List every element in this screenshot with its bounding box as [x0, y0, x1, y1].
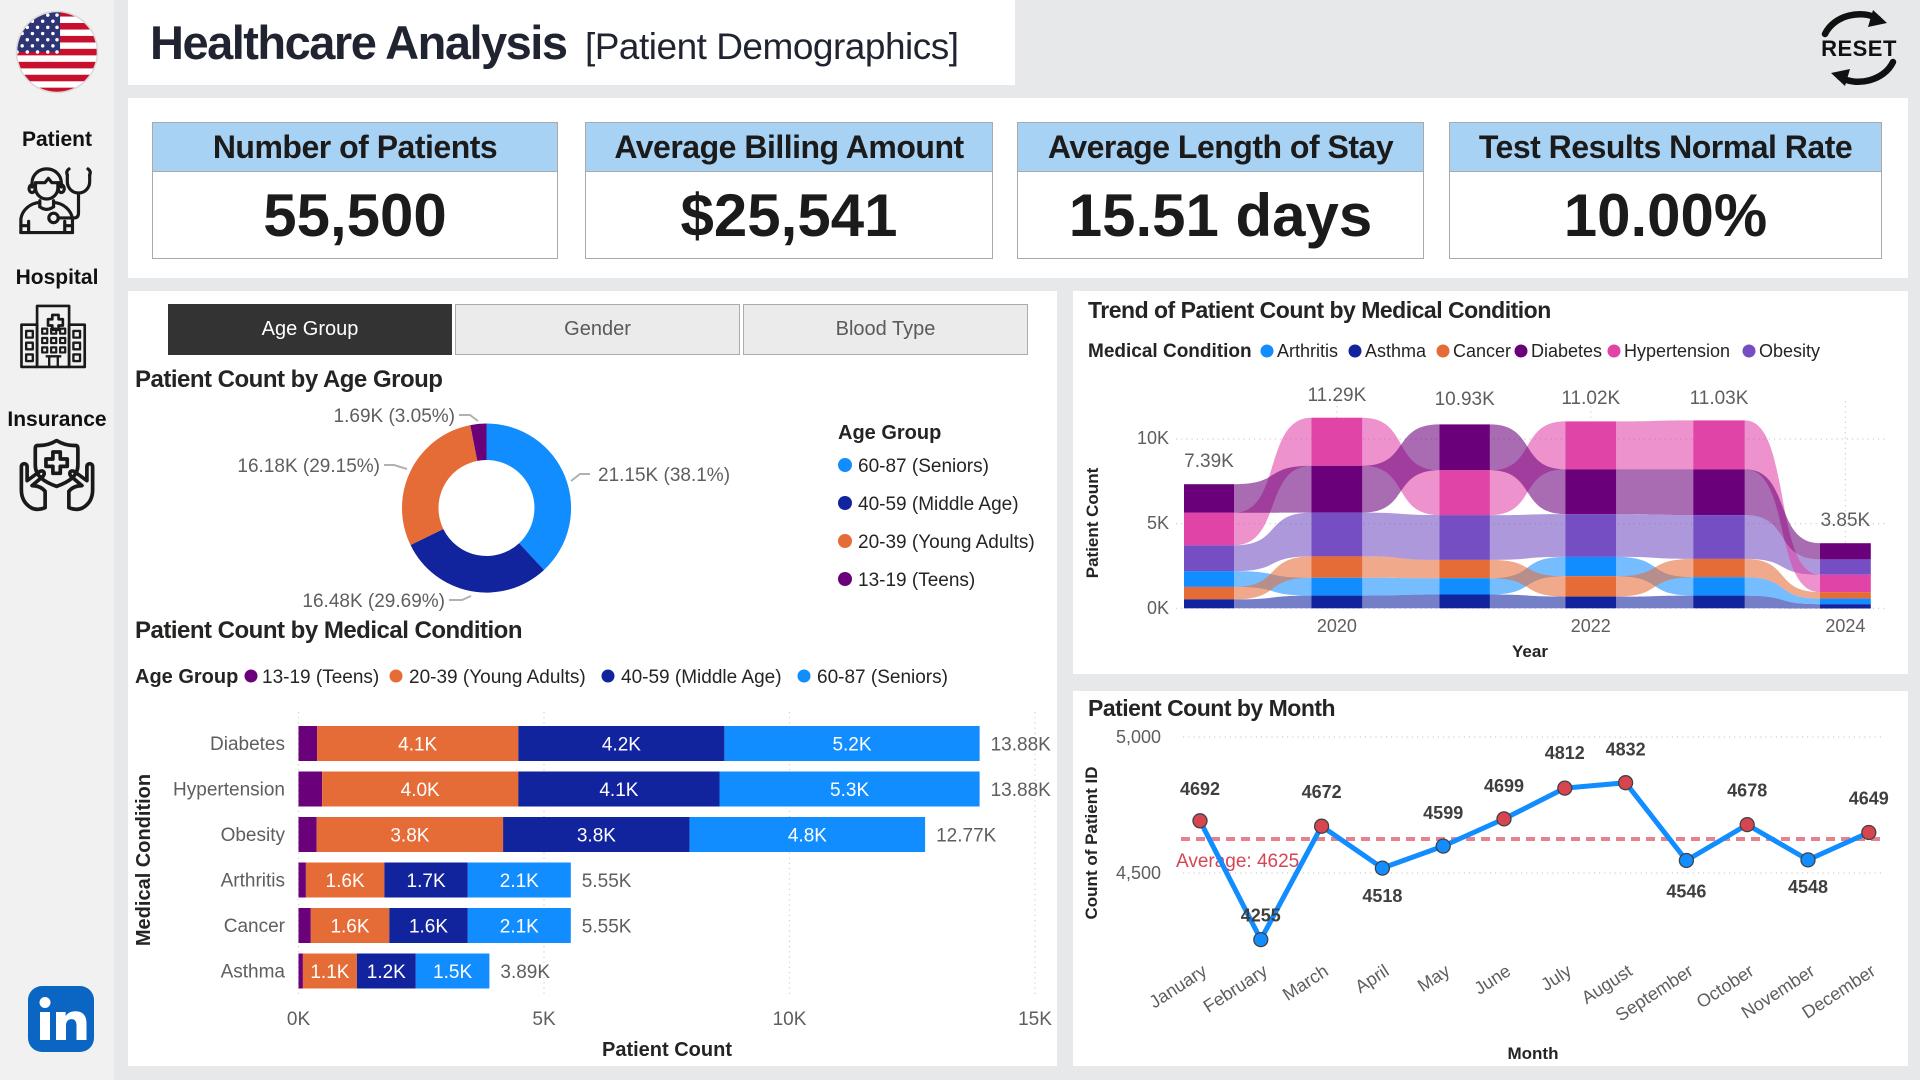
svg-text:7.39K: 7.39K	[1184, 451, 1234, 472]
svg-text:5.3K: 5.3K	[830, 780, 869, 801]
svg-text:0K: 0K	[287, 1009, 311, 1030]
svg-text:Hypertension: Hypertension	[173, 780, 285, 801]
svg-text:12.77K: 12.77K	[936, 826, 997, 847]
svg-text:5.55K: 5.55K	[582, 871, 632, 892]
svg-text:5.55K: 5.55K	[582, 917, 632, 938]
svg-text:Patient Count: Patient Count	[602, 1039, 732, 1061]
svg-text:0K: 0K	[1147, 598, 1169, 618]
svg-text:4649: 4649	[1849, 789, 1889, 809]
svg-text:1.1K: 1.1K	[310, 962, 349, 983]
svg-text:4.1K: 4.1K	[398, 735, 437, 756]
svg-text:15K: 15K	[1018, 1009, 1052, 1030]
svg-text:4.2K: 4.2K	[602, 735, 641, 756]
svg-text:Count of Patient ID: Count of Patient ID	[1082, 767, 1101, 920]
svg-text:1.7K: 1.7K	[407, 871, 446, 892]
svg-text:40-59 (Middle Age): 40-59 (Middle Age)	[621, 667, 782, 688]
svg-text:2020: 2020	[1317, 616, 1357, 636]
svg-text:Age Group: Age Group	[135, 666, 238, 688]
svg-text:4.1K: 4.1K	[599, 780, 638, 801]
svg-text:June: June	[1471, 961, 1515, 999]
svg-text:4832: 4832	[1606, 740, 1646, 760]
svg-text:5.2K: 5.2K	[832, 735, 871, 756]
svg-text:21.15K (38.1%): 21.15K (38.1%)	[598, 465, 730, 486]
svg-text:1.2K: 1.2K	[367, 962, 406, 983]
svg-text:Month: Month	[1508, 1044, 1559, 1063]
svg-text:4599: 4599	[1423, 803, 1463, 823]
svg-text:4255: 4255	[1241, 906, 1281, 926]
svg-text:Year: Year	[1512, 642, 1548, 661]
svg-text:3.8K: 3.8K	[577, 826, 616, 847]
svg-text:January: January	[1146, 961, 1211, 1013]
svg-text:4692: 4692	[1180, 779, 1220, 799]
svg-text:60-87 (Seniors): 60-87 (Seniors)	[817, 667, 948, 688]
svg-text:2.1K: 2.1K	[500, 917, 539, 938]
svg-text:13.88K: 13.88K	[991, 780, 1052, 801]
svg-text:4678: 4678	[1727, 781, 1767, 801]
svg-text:13.88K: 13.88K	[991, 735, 1052, 756]
svg-text:11.03K: 11.03K	[1690, 388, 1749, 409]
svg-text:4,500: 4,500	[1116, 863, 1161, 883]
svg-text:4546: 4546	[1666, 882, 1706, 902]
svg-text:20-39 (Young Adults): 20-39 (Young Adults)	[858, 532, 1035, 553]
svg-text:1.5K: 1.5K	[433, 962, 472, 983]
svg-text:4672: 4672	[1302, 782, 1342, 802]
svg-text:Arthritis: Arthritis	[221, 871, 285, 892]
svg-text:April: April	[1351, 961, 1392, 997]
svg-text:Diabetes: Diabetes	[1531, 341, 1602, 361]
svg-text:16.48K (29.69%): 16.48K (29.69%)	[302, 591, 445, 612]
svg-text:10K: 10K	[1137, 428, 1169, 448]
svg-text:Medical Condition: Medical Condition	[133, 774, 155, 946]
svg-text:10K: 10K	[773, 1009, 807, 1030]
svg-text:Patient Count: Patient Count	[1083, 467, 1102, 578]
svg-text:16.18K (29.15%): 16.18K (29.15%)	[237, 456, 380, 477]
svg-text:Asthma: Asthma	[1365, 341, 1427, 361]
svg-text:4518: 4518	[1362, 886, 1402, 906]
svg-text:Age Group: Age Group	[838, 422, 941, 444]
svg-text:4812: 4812	[1545, 743, 1585, 763]
svg-text:Cancer: Cancer	[1453, 341, 1511, 361]
svg-text:20-39 (Young Adults): 20-39 (Young Adults)	[409, 667, 586, 688]
svg-text:Cancer: Cancer	[224, 916, 286, 937]
svg-text:13-19 (Teens): 13-19 (Teens)	[858, 570, 975, 591]
svg-text:40-59 (Middle Age): 40-59 (Middle Age)	[858, 494, 1019, 515]
svg-text:March: March	[1279, 961, 1332, 1005]
svg-text:February: February	[1200, 961, 1271, 1017]
svg-text:3.8K: 3.8K	[390, 826, 429, 847]
svg-text:May: May	[1414, 961, 1453, 996]
svg-text:10.93K: 10.93K	[1435, 389, 1496, 410]
svg-text:4.8K: 4.8K	[788, 826, 827, 847]
svg-text:1.6K: 1.6K	[326, 871, 365, 892]
svg-text:11.29K: 11.29K	[1307, 385, 1366, 406]
svg-text:RESET: RESET	[1821, 36, 1897, 61]
svg-text:4.0K: 4.0K	[401, 780, 440, 801]
svg-text:July: July	[1537, 961, 1575, 995]
svg-text:4548: 4548	[1788, 877, 1828, 897]
svg-text:Medical Condition: Medical Condition	[1088, 341, 1252, 362]
svg-text:5K: 5K	[1147, 513, 1169, 533]
svg-text:3.89K: 3.89K	[500, 962, 550, 983]
svg-text:2.1K: 2.1K	[500, 871, 539, 892]
svg-text:Obesity: Obesity	[1759, 341, 1820, 361]
svg-text:11.02K: 11.02K	[1561, 388, 1620, 409]
svg-text:Hypertension: Hypertension	[1624, 341, 1730, 361]
svg-text:13-19 (Teens): 13-19 (Teens)	[262, 667, 379, 688]
svg-text:1.6K: 1.6K	[330, 917, 369, 938]
svg-text:2024: 2024	[1825, 616, 1865, 636]
svg-text:Asthma: Asthma	[221, 962, 286, 983]
svg-text:1.69K (3.05%): 1.69K (3.05%)	[334, 406, 455, 427]
svg-text:4699: 4699	[1484, 776, 1524, 796]
svg-text:Obesity: Obesity	[221, 825, 286, 846]
svg-text:5K: 5K	[532, 1009, 556, 1030]
svg-text:2022: 2022	[1571, 616, 1611, 636]
svg-text:3.85K: 3.85K	[1821, 510, 1871, 531]
svg-text:60-87 (Seniors): 60-87 (Seniors)	[858, 456, 989, 477]
svg-text:Arthritis: Arthritis	[1277, 341, 1338, 361]
svg-text:Diabetes: Diabetes	[210, 734, 285, 755]
svg-text:5,000: 5,000	[1116, 727, 1161, 747]
svg-text:1.6K: 1.6K	[409, 917, 448, 938]
svg-text:Average: 4625: Average: 4625	[1176, 851, 1299, 872]
